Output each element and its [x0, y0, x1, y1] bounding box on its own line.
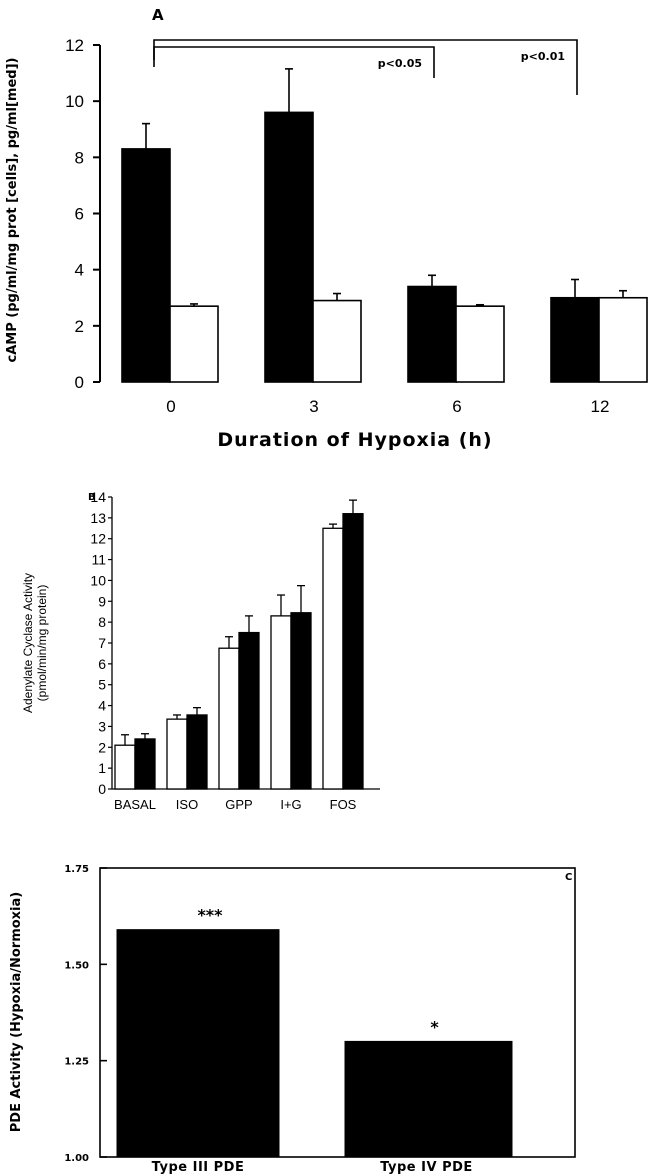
panel-b-y-tick-label: 14 [90, 489, 106, 505]
panel-b-y-tick-label: 12 [90, 531, 106, 547]
panel-b-y-tick-label: 6 [98, 656, 106, 672]
panel-a-y-tick-label: 10 [65, 92, 84, 111]
panel-b-y-tick-label: 1 [98, 760, 106, 776]
panel-b-y-tick-label: 4 [98, 698, 106, 714]
panel-b-bar [134, 738, 156, 790]
panel-b-x-tick-label: GPP [225, 797, 252, 812]
panel-b-x-tick-label: I+G [280, 797, 301, 812]
panel-c-x-tick-label: Type IV PDE [380, 1160, 473, 1175]
panel-b-x-tick-label: BASAL [114, 797, 156, 812]
panel-a-bar [598, 296, 648, 383]
panel-b-x-tick-label: FOS [330, 797, 357, 812]
panel-b-y-tick-label: 0 [98, 781, 106, 797]
panel-a-bar [264, 111, 314, 383]
panel-b-y-axis-label-line1: Adenylate Cyclase Activity [21, 573, 35, 713]
panel-c-significance-marker: * [430, 1017, 439, 1036]
panel-b-y-tick-label: 10 [90, 572, 106, 588]
panel-a-bar [312, 299, 362, 383]
panel-b-y-tick-label: 9 [98, 593, 106, 609]
panel-a-x-tick-label: 6 [452, 397, 461, 416]
panel-a-y-tick-label: 12 [65, 36, 84, 55]
panel-b-y-tick-label: 8 [98, 614, 106, 630]
panel-b-y-tick-label: 7 [98, 635, 106, 651]
panel-a-x-tick-label: 0 [166, 397, 175, 416]
panel-a-y-axis-label: cAMP (pg/ml/mg prot [cells], pg/ml[med]) [5, 58, 20, 363]
panel-a-bar [121, 148, 171, 383]
panel-b-y-tick-label: 11 [91, 552, 106, 568]
panel-c-label: C [565, 872, 572, 883]
panel-b-y-tick-label: 3 [98, 718, 106, 734]
panel-c-y-axis-label: PDE Activity (Hypoxia/Normoxia) [9, 892, 24, 1132]
panel-c-bar [344, 1040, 513, 1158]
panel-a-y-tick-label: 0 [75, 373, 84, 392]
panel-a-y-tick-label: 8 [75, 148, 84, 167]
panel-b-label: B [88, 492, 96, 503]
panel-a-significance-label: p<0.01 [521, 50, 565, 63]
panel-c-chart: C PDE Activity (Hypoxia/Normoxia) 1.00 1.… [9, 864, 576, 1175]
panel-c-y-tick-label: 1.25 [64, 1057, 89, 1068]
panel-b-x-tick-label: ISO [176, 797, 198, 812]
panel-a-y-tick-label: 4 [75, 261, 84, 280]
panel-b-y-axis-label-line2: (pmol/min/mg protein) [35, 585, 49, 702]
panel-b-y-tick-label: 13 [90, 510, 106, 526]
panel-c-y-tick-label: 1.50 [64, 960, 89, 971]
panel-c-y-tick-label: 1.00 [64, 1153, 89, 1164]
panel-b-chart: B Adenylate Cyclase Activity (pmol/min/m… [21, 489, 380, 812]
panel-b-y-tick-label: 2 [98, 739, 106, 755]
panel-b-bar [290, 612, 312, 790]
panel-a-bar [455, 305, 505, 383]
panel-a-x-tick-label: 3 [309, 397, 318, 416]
panel-a-x-axis-label: Duration of Hypoxia (h) [217, 429, 492, 451]
panel-a-y-tick-label: 6 [75, 205, 84, 224]
panel-b-bar [218, 647, 240, 790]
panel-a-bar [550, 296, 600, 383]
panel-a-significance-bracket [153, 39, 578, 95]
panel-b-bar [114, 744, 136, 790]
panel-c-bar [116, 929, 280, 1158]
panel-b-bar [238, 631, 260, 790]
panel-a-label: A [152, 6, 164, 24]
panel-a-significance-label: p<0.05 [378, 57, 422, 70]
panel-c-plot-frame [99, 867, 576, 1158]
panel-a-chart: A cAMP (pg/ml/mg prot [cells], pg/ml[med… [5, 6, 648, 451]
panel-b-bar [322, 527, 344, 790]
panel-b-bar [166, 718, 188, 790]
panel-b-y-tick-label: 5 [98, 677, 106, 693]
panel-c-significance-marker: *** [197, 906, 223, 925]
panel-b-bar [270, 615, 292, 790]
panel-b-bar [342, 513, 364, 790]
panel-c-x-tick-label: Type III PDE [152, 1160, 245, 1175]
panel-a-x-tick-label: 12 [591, 397, 610, 416]
panel-c-y-tick-label: 1.75 [64, 864, 89, 875]
panel-b-bar [186, 714, 208, 790]
panel-a-bar [169, 305, 219, 383]
panel-a-y-tick-label: 2 [75, 317, 84, 336]
panel-a-bar [407, 285, 457, 383]
